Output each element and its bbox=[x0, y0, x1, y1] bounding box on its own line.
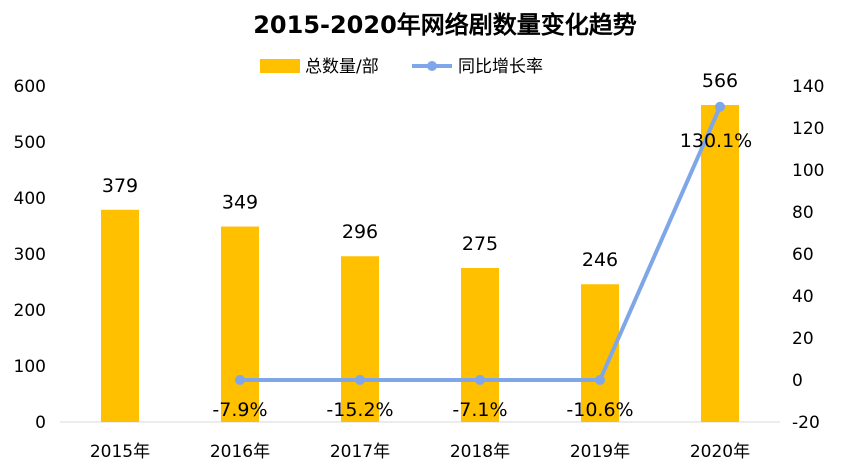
bar bbox=[341, 256, 379, 422]
line-point bbox=[475, 375, 485, 385]
line-value-label: -7.9% bbox=[212, 399, 267, 421]
x-tick-label: 2018年 bbox=[450, 442, 510, 462]
bar-value-label: 379 bbox=[102, 175, 138, 197]
bar-value-label: 246 bbox=[582, 249, 618, 271]
bar-value-label: 296 bbox=[342, 221, 378, 243]
y-right-tick-label: 0 bbox=[792, 371, 803, 391]
bar-series bbox=[101, 105, 739, 422]
line-point bbox=[235, 375, 245, 385]
line-value-label: -7.1% bbox=[452, 399, 507, 421]
line-value-label: 130.1% bbox=[680, 130, 752, 152]
y-left-tick-label: 400 bbox=[14, 189, 46, 209]
x-tick-label: 2017年 bbox=[330, 442, 390, 462]
y-right-tick-label: 100 bbox=[792, 161, 824, 181]
bar-value-label: 566 bbox=[702, 70, 738, 92]
legend-swatch-marker bbox=[427, 61, 437, 71]
y-right-tick-label: 60 bbox=[792, 245, 814, 265]
y-right-tick-label: 20 bbox=[792, 329, 814, 349]
y-left-tick-label: 600 bbox=[14, 77, 46, 97]
y-left-tick-label: 500 bbox=[14, 133, 46, 153]
bar bbox=[101, 209, 139, 422]
line-point bbox=[355, 375, 365, 385]
y-left-tick-label: 0 bbox=[35, 413, 46, 433]
y-right-tick-label: 120 bbox=[792, 119, 824, 139]
bar-value-label: 275 bbox=[462, 233, 498, 255]
line-point bbox=[595, 375, 605, 385]
x-tick-label: 2016年 bbox=[210, 442, 270, 462]
y-axis-left: 0 100 200 300 400 500 600 bbox=[14, 77, 46, 433]
y-right-tick-label: -20 bbox=[792, 413, 820, 433]
x-tick-label: 2020年 bbox=[690, 442, 750, 462]
bar bbox=[221, 226, 259, 422]
chart-title: 2015-2020年网络剧数量变化趋势 bbox=[253, 11, 637, 39]
legend-label-bar: 总数量/部 bbox=[305, 57, 379, 77]
y-left-tick-label: 300 bbox=[14, 245, 46, 265]
x-tick-label: 2015年 bbox=[90, 442, 150, 462]
bar-value-label: 349 bbox=[222, 192, 258, 214]
legend-label-line: 同比增长率 bbox=[458, 57, 543, 77]
y-axis-right: -20 0 20 40 60 80 100 120 140 bbox=[792, 77, 824, 433]
data-labels: 379 349 296 275 246 566 -7.9% -15.2% -7.1% -10.6%… bbox=[102, 70, 752, 421]
line-value-label: -10.6% bbox=[566, 399, 633, 421]
line-value-label: -15.2% bbox=[326, 399, 393, 421]
y-right-tick-label: 80 bbox=[792, 203, 814, 223]
y-right-tick-label: 140 bbox=[792, 77, 824, 97]
line-series bbox=[235, 101, 725, 385]
bar bbox=[461, 268, 499, 422]
y-right-tick-label: 40 bbox=[792, 287, 814, 307]
y-left-tick-label: 100 bbox=[14, 357, 46, 377]
line-point bbox=[715, 101, 725, 112]
legend-swatch-bar bbox=[260, 59, 300, 73]
bar bbox=[701, 105, 739, 422]
x-tick-label: 2019年 bbox=[570, 442, 630, 462]
y-left-tick-label: 200 bbox=[14, 301, 46, 321]
legend: 总数量/部 同比增长率 bbox=[260, 57, 543, 77]
x-axis: 2015年 2016年 2017年 2018年 2019年 2020年 bbox=[60, 421, 780, 462]
